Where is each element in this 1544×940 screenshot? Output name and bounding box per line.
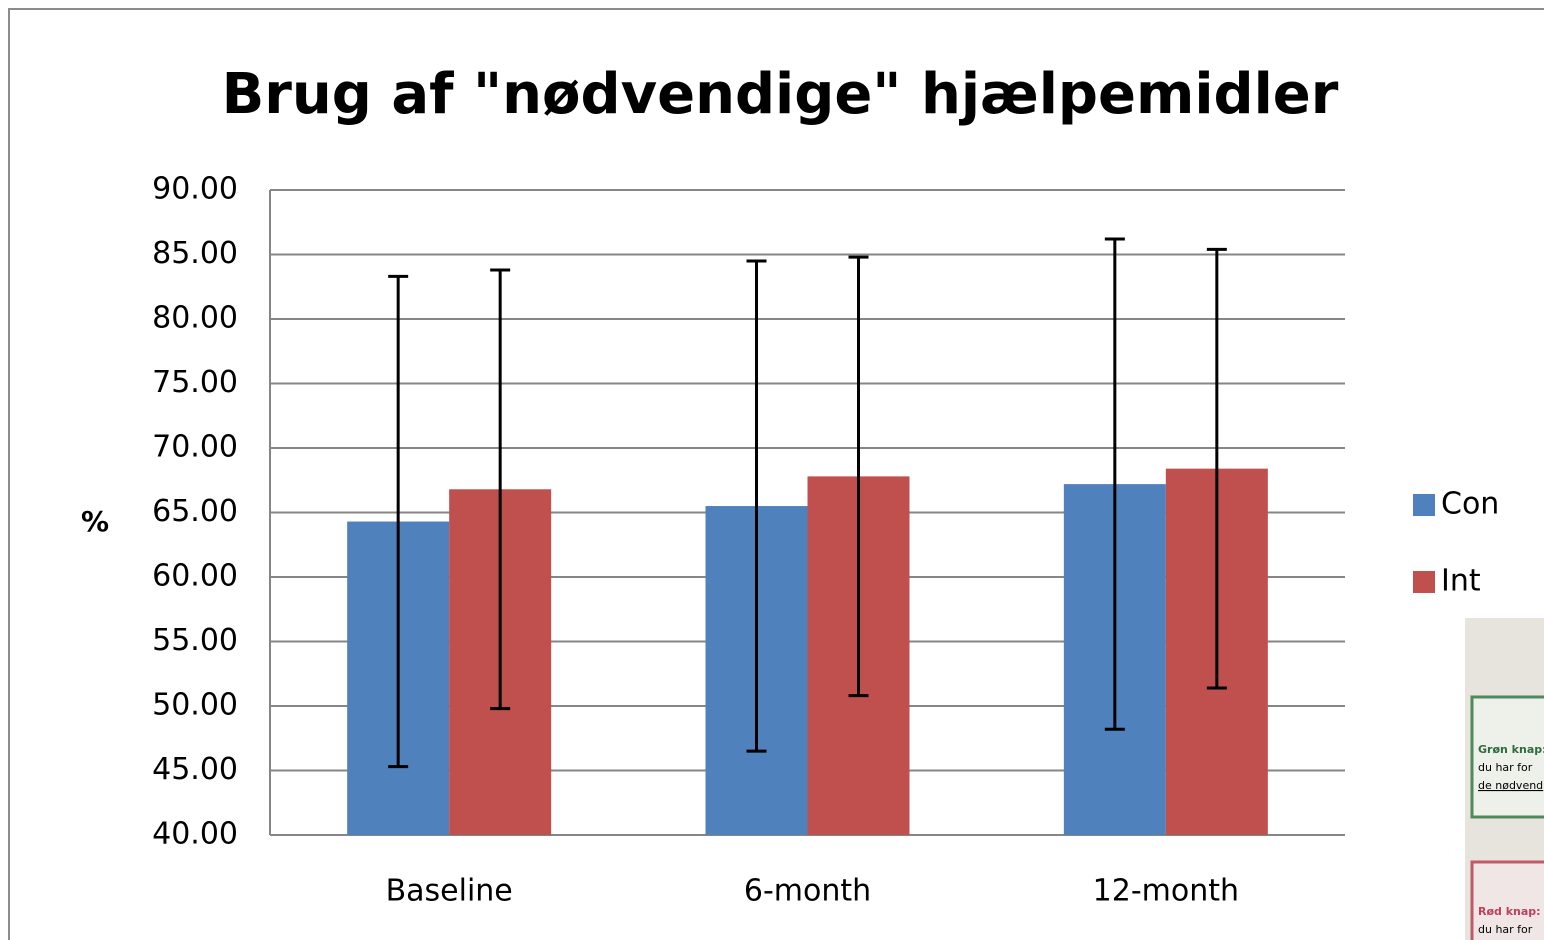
photo-text: Rød knap: bbox=[1478, 905, 1541, 918]
legend-swatch bbox=[1413, 494, 1435, 516]
x-tick-label: 12-month bbox=[1093, 874, 1239, 909]
y-tick-label: 70.00 bbox=[152, 430, 238, 465]
y-tick-label: 80.00 bbox=[152, 301, 238, 336]
photo-text: de nødvend bbox=[1478, 779, 1543, 792]
photo-green-box bbox=[1472, 697, 1544, 817]
y-tick-label: 85.00 bbox=[152, 236, 238, 271]
chart: Brug af "nødvendige" hjælpemidler % Grøn… bbox=[0, 0, 1544, 940]
y-tick-label: 90.00 bbox=[152, 172, 238, 207]
y-tick-label: 65.00 bbox=[152, 494, 238, 529]
y-axis-label: % bbox=[81, 505, 109, 538]
x-tick-label: Baseline bbox=[386, 874, 513, 909]
x-tick-label: 6-month bbox=[744, 874, 871, 909]
legend-swatch bbox=[1413, 571, 1435, 593]
y-tick-label: 40.00 bbox=[152, 817, 238, 852]
y-tick-label: 50.00 bbox=[152, 688, 238, 723]
legend-label: Con bbox=[1441, 487, 1499, 522]
photo: Grøn knap: du har for de nødvend Rød kna… bbox=[1465, 618, 1544, 940]
photo-text: Grøn knap: bbox=[1478, 743, 1544, 756]
chart-title: Brug af "nødvendige" hjælpemidler bbox=[222, 62, 1339, 127]
page: Brug af "nødvendige" hjælpemidler % Grøn… bbox=[0, 0, 1544, 940]
photo-text: du har for bbox=[1478, 923, 1533, 936]
y-tick-label: 45.00 bbox=[152, 752, 238, 787]
y-tick-label: 60.00 bbox=[152, 559, 238, 594]
y-tick-label: 75.00 bbox=[152, 365, 238, 400]
legend-label: Int bbox=[1441, 564, 1481, 599]
photo-text: du har for bbox=[1478, 761, 1533, 774]
y-tick-label: 55.00 bbox=[152, 623, 238, 658]
